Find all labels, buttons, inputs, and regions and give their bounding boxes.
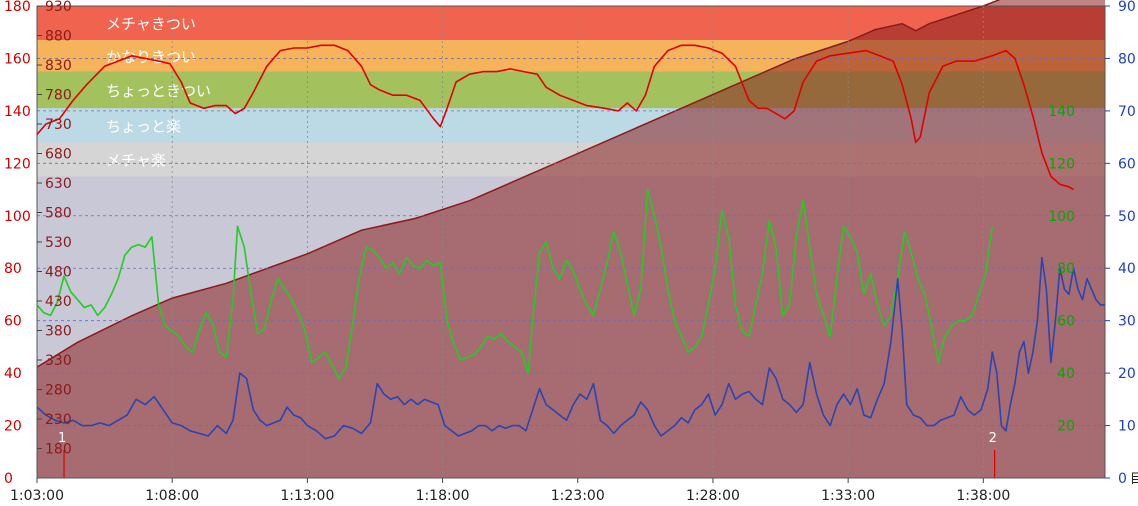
- elevation-tick-label: 730: [45, 117, 72, 133]
- x-tick-label: 1:23:00: [551, 488, 605, 504]
- elevation-tick-label: 480: [45, 265, 72, 281]
- hr-tick-label: 0: [4, 471, 13, 487]
- hr-tick-label: 20: [4, 419, 22, 435]
- right-tick-label: 0: [1118, 471, 1127, 487]
- hr-tick-label: 120: [4, 156, 31, 172]
- speed-tick-label: 140: [1048, 104, 1075, 120]
- x-axis: 1:03:00 1:08:00 1:13:00 1:18:00 1:23:00 1:28:…: [10, 478, 1010, 504]
- right-axis-unit: 目: [1130, 472, 1138, 487]
- x-tick-label: 1:18:00: [416, 488, 470, 504]
- speed-tick-label: 80: [1057, 261, 1075, 277]
- elevation-area: [37, 0, 1105, 478]
- hr-tick-label: 60: [4, 314, 22, 330]
- x-tick-label: 1:13:00: [280, 488, 334, 504]
- right-tick-label: 40: [1118, 261, 1136, 277]
- zone-label: ちょっときつい: [106, 82, 211, 100]
- speed-tick-label: 60: [1057, 314, 1075, 330]
- lap-label: 2: [989, 431, 997, 446]
- hr-tick-label: 160: [4, 51, 31, 67]
- zone-label: ちょっと楽: [106, 117, 181, 135]
- right-tick-label: 70: [1118, 104, 1136, 120]
- x-tick-label: 1:03:00: [10, 488, 64, 504]
- lap-label: 1: [58, 431, 66, 446]
- elevation-tick-label: 630: [45, 176, 72, 192]
- elevation-tick-label: 430: [45, 294, 72, 310]
- speed-line: [36, 188, 994, 380]
- elevation-tick-label: 780: [45, 88, 72, 104]
- right-tick-label: 50: [1118, 209, 1136, 225]
- elevation-tick-label: 380: [45, 324, 72, 340]
- x-tick-label: 1:33:00: [821, 488, 875, 504]
- cadence-line: [36, 256, 1105, 440]
- elevation-tick-label: 230: [45, 412, 72, 428]
- right-tick-label: 20: [1118, 366, 1136, 382]
- left-axis: 0 20 40 60 80 100 120 140 160 180 180 230 280 330 380 4…: [4, 0, 72, 487]
- x-tick-label: 1:08:00: [145, 488, 199, 504]
- speed-tick-label: 20: [1057, 419, 1075, 435]
- right-tick-label: 30: [1118, 314, 1136, 330]
- right-tick-label: 10: [1118, 419, 1136, 435]
- speed-tick-label: 100: [1048, 209, 1075, 225]
- hr-tick-label: 80: [4, 261, 22, 277]
- right-tick-label: 60: [1118, 156, 1136, 172]
- series: [36, 44, 1105, 440]
- right-tick-label: 80: [1118, 51, 1136, 67]
- speed-tick-label: 40: [1057, 366, 1075, 382]
- elevation-tick-label: 180: [45, 442, 72, 458]
- hr-tick-label: 140: [4, 104, 31, 120]
- hr-tick-label: 100: [4, 209, 31, 225]
- right-tick-label: 90: [1118, 0, 1136, 15]
- heart-rate-line: [36, 44, 1074, 191]
- right-axis: 0 10 20 30 40 50 60 70 80 90 目 20 40 60 80 100 120 140: [1048, 0, 1138, 487]
- zone-label: メチャ楽: [106, 151, 166, 169]
- x-tick-label: 1:28:00: [686, 488, 740, 504]
- hr-tick-label: 180: [4, 0, 31, 15]
- elevation-tick-label: 880: [45, 29, 72, 45]
- elevation-tick-label: 280: [45, 383, 72, 399]
- elevation-tick-label: 330: [45, 353, 72, 369]
- x-tick-label: 1:38:00: [956, 488, 1010, 504]
- elevation-tick-label: 680: [45, 147, 72, 163]
- elevation-tick-label: 530: [45, 235, 72, 251]
- zone-label: メチャきつい: [106, 15, 196, 33]
- hr-tick-label: 40: [4, 366, 22, 382]
- elevation-tick-label: 930: [45, 0, 72, 15]
- speed-tick-label: 120: [1048, 156, 1075, 172]
- elevation-tick-label: 830: [45, 58, 72, 74]
- elevation-tick-label: 580: [45, 206, 72, 222]
- zone-label: かなりきつい: [106, 48, 196, 66]
